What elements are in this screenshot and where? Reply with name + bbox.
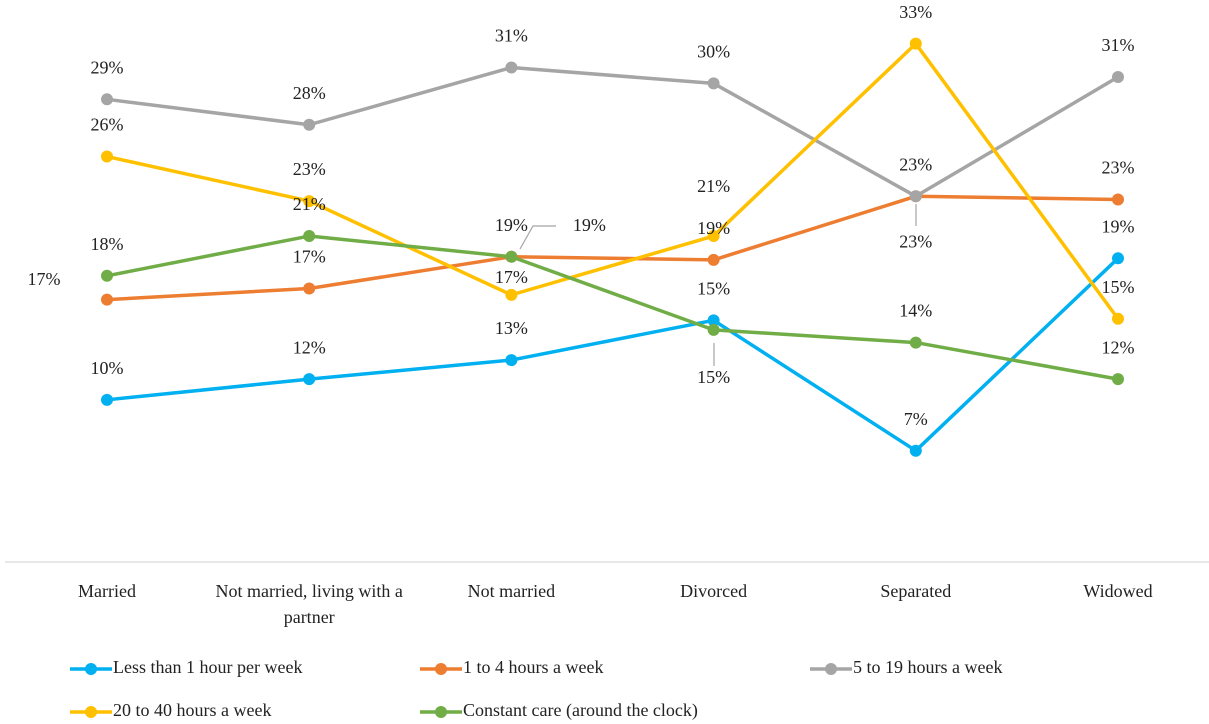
data-label: 23% — [293, 159, 326, 179]
leader-line — [519, 225, 556, 250]
x-tick-label: Not married — [467, 581, 556, 601]
series-line — [106, 257, 1120, 453]
data-point — [303, 282, 316, 295]
legend-marker — [435, 706, 447, 718]
data-point — [101, 393, 113, 406]
data-point — [101, 93, 113, 106]
data-point — [303, 230, 316, 243]
data-label: 14% — [899, 301, 932, 321]
data-label: 19% — [697, 218, 730, 238]
x-tick-label: Widowed — [1083, 581, 1153, 601]
data-point — [707, 230, 720, 243]
data-label: 17% — [28, 269, 61, 289]
data-point — [707, 77, 720, 90]
legend-marker — [825, 663, 837, 675]
data-point — [101, 293, 113, 306]
data-label: 17% — [495, 267, 528, 287]
data-point — [909, 37, 922, 50]
data-label: 7% — [904, 409, 928, 429]
data-point — [505, 61, 518, 74]
data-point — [505, 250, 518, 263]
data-label: 23% — [899, 231, 932, 251]
x-tick-label: Not married, living with a partner — [215, 581, 403, 627]
series-line — [106, 234, 1119, 381]
data-label: 13% — [495, 318, 528, 338]
data-point — [303, 373, 316, 386]
data-point — [303, 118, 316, 131]
leader-lines — [519, 204, 917, 366]
data-point — [707, 253, 720, 266]
data-label: 15% — [697, 278, 730, 298]
data-label: 31% — [495, 26, 528, 46]
data-point — [505, 288, 518, 301]
series-line — [106, 194, 1119, 302]
x-tick-label: Separated — [880, 581, 952, 601]
data-label: 23% — [1102, 158, 1135, 178]
data-label: 12% — [1102, 337, 1135, 357]
data-point — [101, 150, 113, 163]
data-label: 31% — [1102, 35, 1135, 55]
data-point — [101, 269, 113, 282]
x-tick-label: Married — [78, 581, 136, 601]
data-label: 33% — [899, 2, 932, 22]
legend-label: 5 to 19 hours a week — [853, 657, 1002, 677]
data-label: 28% — [293, 83, 326, 103]
legend-marker — [85, 706, 97, 718]
legend-label: Constant care (around the clock) — [463, 700, 698, 721]
data-label: 21% — [293, 194, 326, 214]
data-label: 19% — [495, 215, 528, 235]
data-point — [909, 336, 922, 349]
data-point — [1112, 252, 1124, 265]
data-label: 29% — [91, 57, 124, 77]
data-label: 15% — [697, 367, 730, 387]
data-label: 19% — [573, 215, 606, 235]
data-label: 19% — [1102, 216, 1135, 236]
data-point — [1112, 71, 1124, 84]
data-point — [909, 444, 922, 457]
legend-marker — [85, 663, 97, 675]
data-label: 12% — [293, 337, 326, 357]
data-label: 10% — [91, 358, 124, 378]
x-tick-label: Divorced — [680, 581, 748, 601]
series-line — [106, 65, 1119, 199]
data-label: 21% — [697, 176, 730, 196]
data-point — [505, 354, 518, 367]
data-point — [707, 314, 720, 327]
data-point — [303, 195, 316, 208]
data-label: 18% — [91, 234, 124, 254]
data-label: 26% — [91, 115, 124, 135]
data-label: 30% — [697, 42, 730, 62]
legend-label: Less than 1 hour per week — [113, 657, 302, 677]
legend-label: 20 to 40 hours a week — [113, 700, 271, 720]
data-point — [1112, 193, 1124, 206]
series-line — [106, 41, 1120, 320]
data-point — [1112, 312, 1124, 325]
data-label: 15% — [1102, 277, 1135, 297]
data-point — [909, 190, 922, 203]
data-label: 23% — [899, 154, 932, 174]
data-point — [707, 323, 720, 336]
legend-label: 1 to 4 hours a week — [463, 657, 603, 677]
data-label: 17% — [293, 247, 326, 267]
legend-marker — [435, 663, 447, 675]
data-point — [1112, 373, 1124, 386]
